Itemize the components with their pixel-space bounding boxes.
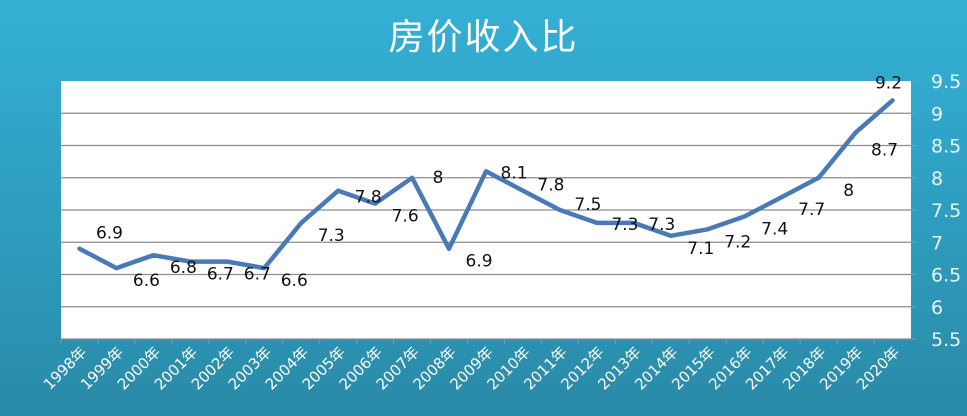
y-tick-label: 7.5 — [931, 200, 961, 222]
data-label: 6.7 — [207, 265, 234, 285]
data-label: 7.2 — [724, 232, 751, 252]
data-label: 6.6 — [133, 271, 160, 291]
data-label: 6.8 — [170, 258, 197, 278]
data-label: 7.3 — [648, 215, 675, 235]
y-tick-label: 6.5 — [931, 265, 961, 287]
data-label: 6.9 — [96, 224, 123, 244]
data-label: 7.3 — [611, 215, 638, 235]
y-tick-label: 5.5 — [931, 329, 961, 351]
data-label: 7.5 — [574, 195, 601, 215]
data-label: 7.3 — [318, 226, 345, 246]
x-axis: 1998年1999年2000年2001年2002年2003年2004年2005年… — [40, 339, 903, 393]
data-label: 7.1 — [687, 239, 714, 259]
data-label: 6.7 — [244, 265, 271, 285]
y-tick-label: 9 — [931, 103, 943, 125]
y-tick-label: 9.5 — [931, 71, 961, 93]
series-line — [77, 98, 895, 271]
data-label: 8 — [433, 168, 444, 188]
y-tick-label: 8 — [931, 168, 943, 190]
data-labels: 6.9 6.6 6.8 6.7 6.7 6.6 7.3 7.8 7.6 8 6.9 8.1 7.8 7.5… — [96, 73, 902, 291]
data-label: 7.8 — [537, 176, 564, 196]
data-label: 9.2 — [875, 73, 902, 93]
data-label: 7.6 — [392, 207, 419, 227]
data-label: 8.1 — [500, 163, 527, 183]
data-label: 6.6 — [281, 271, 308, 291]
data-label: 8 — [843, 181, 854, 201]
y-tick-label: 6 — [931, 297, 943, 319]
data-label: 7.4 — [761, 219, 788, 239]
y-axis: 5.5 6 6.5 7 7.5 8 8.5 9 9.5 — [911, 71, 961, 351]
data-label: 7.8 — [355, 188, 382, 208]
chart-title: 房价收入比 — [388, 17, 579, 58]
data-label: 7.7 — [798, 200, 825, 220]
data-label: 6.9 — [466, 252, 493, 272]
gridlines — [61, 112, 911, 340]
y-tick-label: 7 — [931, 232, 943, 254]
y-tick-label: 8.5 — [931, 136, 961, 158]
data-label: 8.7 — [871, 141, 898, 161]
